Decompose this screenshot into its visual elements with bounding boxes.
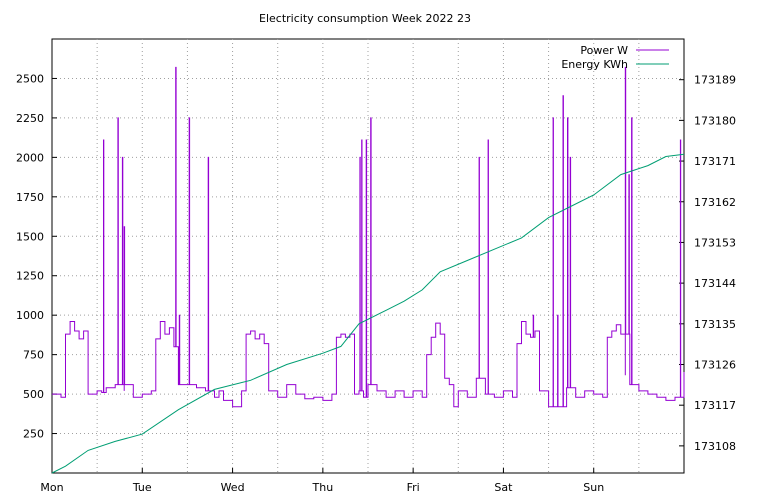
x-tick-label: Tue	[132, 481, 152, 494]
y-left-tick-label: 1000	[16, 309, 44, 322]
y-right-tick-label: 173135	[694, 318, 736, 331]
x-tick-label: Sat	[494, 481, 513, 494]
legend: Power W Energy KWh	[561, 44, 669, 71]
y-left-tick-label: 1500	[16, 230, 44, 243]
y-right-tick-label: 173117	[694, 399, 736, 412]
chart-title: Electricity consumption Week 2022 23	[259, 12, 471, 25]
y-left-tick-label: 2000	[16, 151, 44, 164]
y-left-tick-label: 750	[23, 349, 44, 362]
y-right-tick-label: 173153	[694, 236, 736, 249]
axes: Mon Tue Wed Thu Fri Sat Sun 250 500 750 1000 1250 15…	[16, 72, 736, 494]
y-left-tick-label: 2500	[16, 72, 44, 85]
y-left-tick-label: 1750	[16, 191, 44, 204]
y-left-tick-label: 250	[23, 428, 44, 441]
y-left-tick-label: 500	[23, 388, 44, 401]
series-layer	[51, 66, 685, 474]
y-right-tick-label: 173108	[694, 440, 736, 453]
x-tick-label: Fri	[407, 481, 420, 494]
x-tick-label: Mon	[40, 481, 63, 494]
series-energy-line	[51, 153, 685, 474]
legend-label-energy: Energy KWh	[561, 58, 628, 71]
y-left-tick-label: 1250	[16, 270, 44, 283]
y-right-tick-label: 173126	[694, 359, 736, 372]
x-tick-label: Sun	[583, 481, 604, 494]
y-right-tick-label: 173162	[694, 196, 736, 209]
y-right-tick-label: 173144	[694, 277, 736, 290]
legend-label-power: Power W	[580, 44, 628, 57]
x-tick-label: Thu	[312, 481, 334, 494]
y-right-tick-label: 173180	[694, 114, 736, 127]
y-left-tick-label: 2250	[16, 112, 44, 125]
x-tick-label: Wed	[221, 481, 245, 494]
y-right-tick-label: 173189	[694, 74, 736, 87]
y-right-tick-label: 173171	[694, 155, 736, 168]
series-power-line	[52, 66, 685, 408]
grid-lines	[52, 39, 684, 473]
